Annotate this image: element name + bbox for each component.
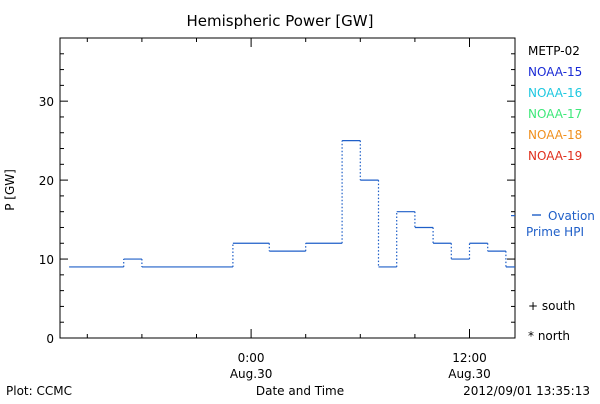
legend-item-metp-02: METP-02 (528, 44, 580, 58)
grid-layer: 01020300:00Aug.3012:00Aug.300:00Aug.3112… (39, 38, 515, 381)
legend: METP-02 NOAA-15 NOAA-16 NOAA-17 NOAA-18 NOAA-… (526, 44, 595, 343)
ovation-legend-label-2: Prime HPI (526, 225, 584, 239)
legend-item-noaa-17: NOAA-17 (528, 107, 582, 121)
x-tick-label: 0:00 (238, 351, 265, 365)
y-tick-label: 10 (39, 253, 54, 267)
legend-item-noaa-15: NOAA-15 (528, 65, 582, 79)
y-tick-label: 20 (39, 174, 54, 188)
y-axis-label: P [GW] (3, 169, 17, 211)
y-tick-label: 30 (39, 95, 54, 109)
x-axis-label: Date and Time (256, 384, 344, 398)
chart-title: Hemispheric Power [GW] (187, 12, 374, 30)
legend-item-noaa-18: NOAA-18 (528, 128, 582, 142)
plot-credit: Plot: CCMC (6, 384, 72, 398)
legend-item-noaa-19: NOAA-19 (528, 149, 582, 163)
x-tick-date-label: Aug.30 (448, 367, 491, 381)
ovation-legend-label: Ovation (548, 209, 595, 223)
symbol-legend-south: + south (528, 299, 575, 313)
x-tick-date-label: Aug.30 (230, 367, 273, 381)
y-axis-label-group: P [GW] (3, 169, 17, 211)
y-tick-label: 0 (46, 332, 54, 346)
legend-item-noaa-16: NOAA-16 (528, 86, 582, 100)
x-tick-label: 12:00 (452, 351, 487, 365)
ovation-line-layer (69, 140, 515, 268)
timestamp: 2012/09/01 13:35:13 (463, 384, 590, 398)
symbol-legend-north: * north (528, 329, 570, 343)
plot-frame (59, 37, 516, 339)
